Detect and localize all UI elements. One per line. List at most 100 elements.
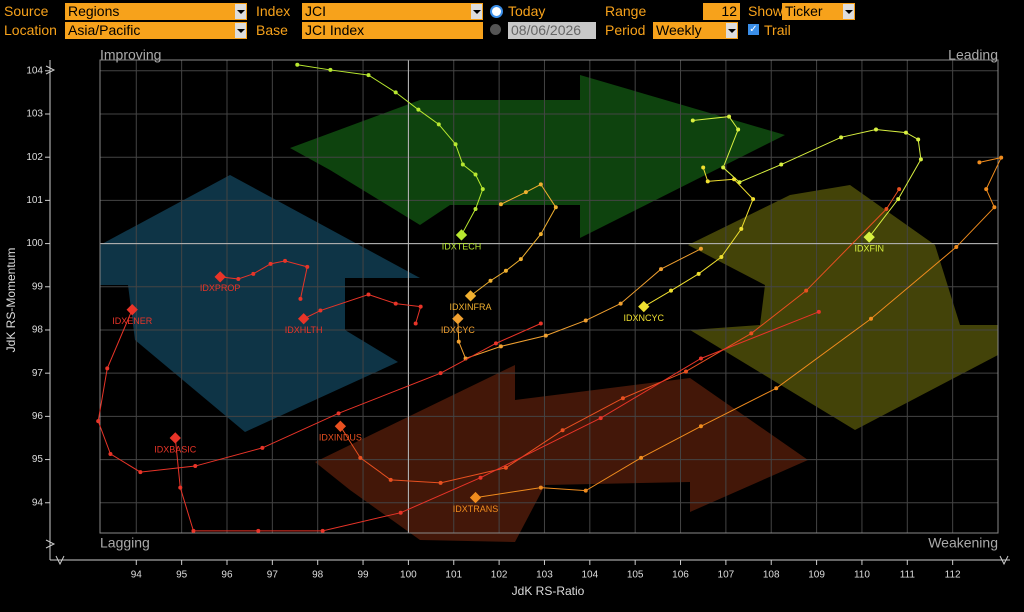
trail-point [918,157,923,162]
trail-point [318,308,323,313]
trail-point [256,528,261,533]
y-axis-title: JdK RS-Momentum [4,248,18,353]
trail-point [583,488,588,493]
x-tick-label: 110 [854,570,870,581]
trail-point [560,428,565,433]
trail-point [598,416,603,421]
series-label: IDXTRANS [453,504,499,514]
trail-point [398,510,403,515]
current-point [455,229,468,241]
x-tick-label: 106 [672,570,689,581]
blue-arrow [100,175,420,432]
trail-point [480,187,485,192]
trail-point [320,528,325,533]
period-dropdown[interactable]: Weekly [653,22,738,39]
trail-line [297,64,484,236]
trail-point [268,261,273,266]
series-label: IDXINDUS [319,433,362,443]
arrow[interactable] [471,4,482,19]
arrow[interactable] [726,23,737,38]
x-tick-label: 102 [491,570,508,581]
x-tick-label: 101 [445,570,462,581]
trail-point [503,268,508,273]
source-dropdown[interactable]: Regions [65,3,247,20]
x-tick-label: 112 [945,570,961,581]
trail-point [698,424,703,429]
location-dropdown[interactable]: Asia/Pacific [65,22,247,39]
label: Base [256,22,288,38]
trail-point [696,271,701,276]
trail-point [999,155,1004,160]
y-tick-label: 102 [26,152,43,163]
trail-point [683,369,688,374]
trail-point [388,477,393,482]
trail-point [620,396,625,401]
trail-point [191,528,196,533]
trail-point [873,127,878,132]
y-tick-label: 98 [32,325,44,336]
trail-checkbox[interactable]: ✓ [748,24,759,35]
trail-point [669,288,674,293]
trail-point [473,172,478,177]
label: Period [605,22,646,38]
x-tick-label: 104 [581,570,598,581]
value: JCI [305,3,326,19]
trail-point [719,254,724,259]
x-tick-label: 108 [763,570,780,581]
trail-point [839,135,844,140]
series-label: IDXHLTH [285,325,323,335]
trail-point [418,304,423,309]
trail-point [749,331,754,336]
trail-point [903,130,908,135]
trail-point [456,339,461,344]
x-tick-label: 95 [176,570,188,581]
trail-point [916,137,921,142]
arrow[interactable] [235,23,246,38]
base-input[interactable]: JCI Index [302,22,483,39]
label: Today [508,3,546,19]
current-point [464,290,477,302]
label: Show [748,3,784,19]
trail-point [804,288,809,293]
x-axis-title: JdK RS-Ratio [512,584,585,598]
trail-point [538,321,543,326]
trail-point [779,162,784,167]
label: Trail [764,22,791,38]
trail-point [498,202,503,207]
quadrant-label: Improving [100,47,161,63]
trail-point [705,179,710,184]
trail-point [732,177,737,182]
current-point [863,231,875,243]
index-dropdown[interactable]: JCI [302,3,483,20]
yellow-arrow [688,185,998,430]
axis-break [55,555,65,566]
series-label: IDXINFRA [450,302,492,312]
current-point [334,420,347,432]
arrow[interactable] [235,4,246,19]
x-tick-label: 109 [808,570,825,581]
trail-point [896,197,901,202]
trail-line [174,311,820,532]
radio-today[interactable] [490,5,503,18]
series-label: IDXCYC [441,325,476,335]
x-tick-label: 105 [627,570,644,581]
trail-point [698,246,703,251]
trail-point [553,205,558,210]
arrow[interactable] [843,4,854,19]
show-dropdown[interactable]: Ticker [782,3,855,20]
trail-point [618,301,623,306]
trail-point [954,245,959,250]
x-tick-label: 94 [131,570,143,581]
trail-point [393,90,398,95]
date-input[interactable]: 08/06/2026 [508,22,596,39]
trail-point [701,165,706,170]
label: Range [605,3,647,19]
trail-point [977,160,982,165]
label: Source [4,3,49,19]
radio-date[interactable] [490,24,501,35]
range-input[interactable]: 12 [703,3,740,20]
x-tick-label: 97 [267,570,279,581]
x-tick-label: 99 [357,570,369,581]
